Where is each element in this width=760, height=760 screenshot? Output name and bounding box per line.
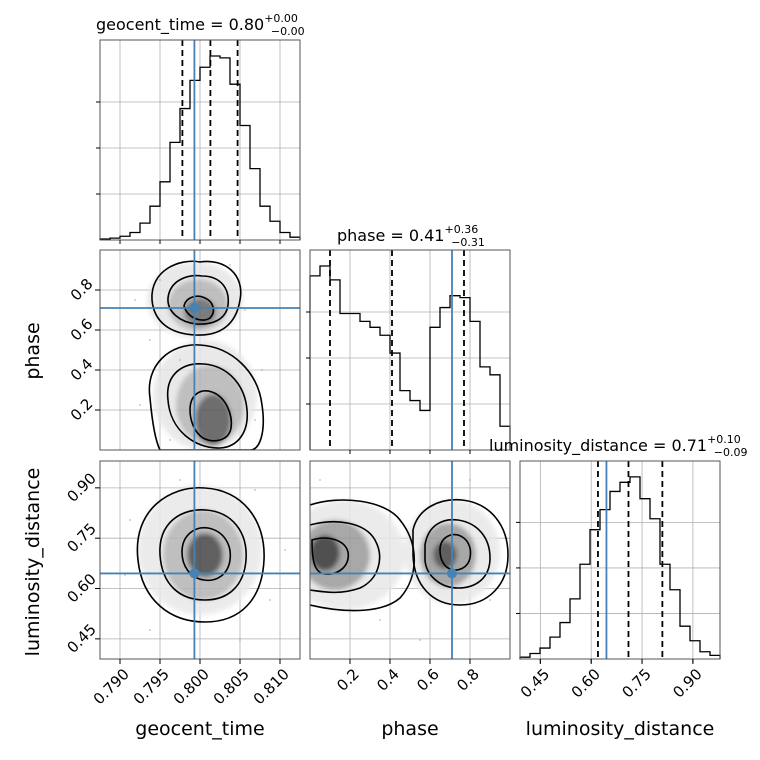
hist-panel-geocent-time: geocent_time = 0.80+0.00 −0.00 <box>96 12 305 244</box>
left-ticks-geocent-time <box>96 101 281 244</box>
scatter-points-p1 <box>134 264 263 441</box>
hist-grid-luminosity-distance <box>520 461 720 659</box>
contour-line <box>167 274 229 325</box>
y-tick-label: 0.8 <box>67 275 97 305</box>
x-axis-label-phase: phase <box>381 718 438 740</box>
quantiles-luminosity-distance <box>597 461 664 659</box>
hist-panel-luminosity-distance: 0.45 0.60 0.75 0.90 luminosity_distance = 0… <box>489 433 748 740</box>
x-tick-label: 0.45 <box>517 665 553 701</box>
y-axis-label-luminosity-distance: luminosity_distance <box>22 468 44 657</box>
density-blob <box>310 535 340 571</box>
density-blob <box>195 394 231 446</box>
panel-luminosity-distance-vs-phase: 0.2 0.4 0.6 0.8 phase <box>309 460 511 740</box>
quantiles-phase <box>329 250 465 450</box>
density-luminosity-distance-vs-geocent-time <box>138 485 262 615</box>
panel-frame-p3 <box>309 460 511 660</box>
x-ticks-luminosity-distance: 0.45 0.60 0.75 0.90 <box>517 659 706 701</box>
panel-luminosity-distance-vs-geocent-time: 0.45 0.60 0.75 0.90 0.7900.7950.8000.8050.8… <box>22 460 301 740</box>
panel-frame-p1 <box>99 249 301 451</box>
x-axis-label-luminosity-distance: luminosity_distance <box>526 718 715 740</box>
left-ticks-phase <box>306 311 471 454</box>
x-tick-label: 0.6 <box>413 665 443 695</box>
y-tick-label: 0.75 <box>63 520 99 556</box>
panel-title-luminosity-distance: luminosity_distance = 0.71+0.10 −0.09 <box>489 433 748 459</box>
x-ticks-phase: 0.2 0.4 0.6 0.8 <box>333 659 483 695</box>
contour-line <box>310 520 381 594</box>
density-blob <box>433 541 457 569</box>
x-tick-label: 0.805 <box>210 665 253 708</box>
x-tick-label: 0.90 <box>669 665 705 701</box>
density-luminosity-distance-vs-phase <box>310 500 500 610</box>
contour-line <box>136 487 265 623</box>
truth-point-p1 <box>189 303 200 313</box>
y-axis-label-phase: phase <box>22 322 44 379</box>
y-ticks-luminosity-row: 0.45 0.60 0.75 0.90 <box>63 469 100 657</box>
x-tick-label: 0.795 <box>130 665 173 708</box>
hist-grid-phase <box>310 250 510 450</box>
density-blob <box>187 533 223 577</box>
panel-phase-vs-geocent-time: 0.2 0.4 0.6 0.8 phase <box>22 249 301 451</box>
x-tick-label: 0.75 <box>619 665 655 701</box>
x-tick-label: 0.810 <box>250 665 293 708</box>
x-tick-label: 0.60 <box>568 665 604 701</box>
contour-line <box>412 498 509 606</box>
x-tick-label: 0.4 <box>373 665 403 695</box>
panel-frame-phase <box>309 249 511 451</box>
y-tick-label: 0.4 <box>67 355 97 385</box>
contour-line <box>148 344 265 450</box>
quantiles-geocent-time <box>181 40 239 240</box>
contour-line <box>310 499 416 612</box>
hist-step-phase <box>309 265 511 450</box>
truth-point-p3 <box>447 568 457 579</box>
hist-step-geocent-time <box>99 55 301 240</box>
hist-step-luminosity-distance <box>519 476 721 659</box>
panel-title-phase: phase = 0.41+0.36 −0.31 <box>337 223 485 249</box>
y-tick-label: 0.45 <box>63 620 99 656</box>
contour-line <box>159 509 247 601</box>
y-tick-label: 0.2 <box>67 395 97 425</box>
x-tick-label: 0.800 <box>170 665 213 708</box>
x-tick-label: 0.790 <box>90 665 133 708</box>
y-tick-label: 0.60 <box>63 570 99 606</box>
left-ticks-luminosity-distance <box>516 521 694 663</box>
contour-line <box>151 260 242 336</box>
y-ticks-phase-row: 0.2 0.4 0.6 0.8 <box>67 275 100 425</box>
hist-panel-phase: phase = 0.41+0.36 −0.31 <box>306 223 511 454</box>
x-axis-label-geocent-time: geocent_time <box>135 718 264 740</box>
contour-line <box>311 537 350 575</box>
contour-line <box>189 390 233 442</box>
y-tick-label: 0.90 <box>63 469 99 505</box>
panel-frame-luminosity-distance <box>519 460 721 660</box>
y-tick-label: 0.6 <box>67 315 97 345</box>
contour-line <box>439 533 472 571</box>
contour-line <box>424 518 491 589</box>
x-tick-label: 0.2 <box>333 665 363 695</box>
scatter-points-p2 <box>124 479 286 641</box>
truth-point-p2 <box>189 568 200 579</box>
x-tick-label: 0.8 <box>453 665 483 695</box>
panel-title-geocent-time: geocent_time = 0.80+0.00 −0.00 <box>96 12 305 38</box>
